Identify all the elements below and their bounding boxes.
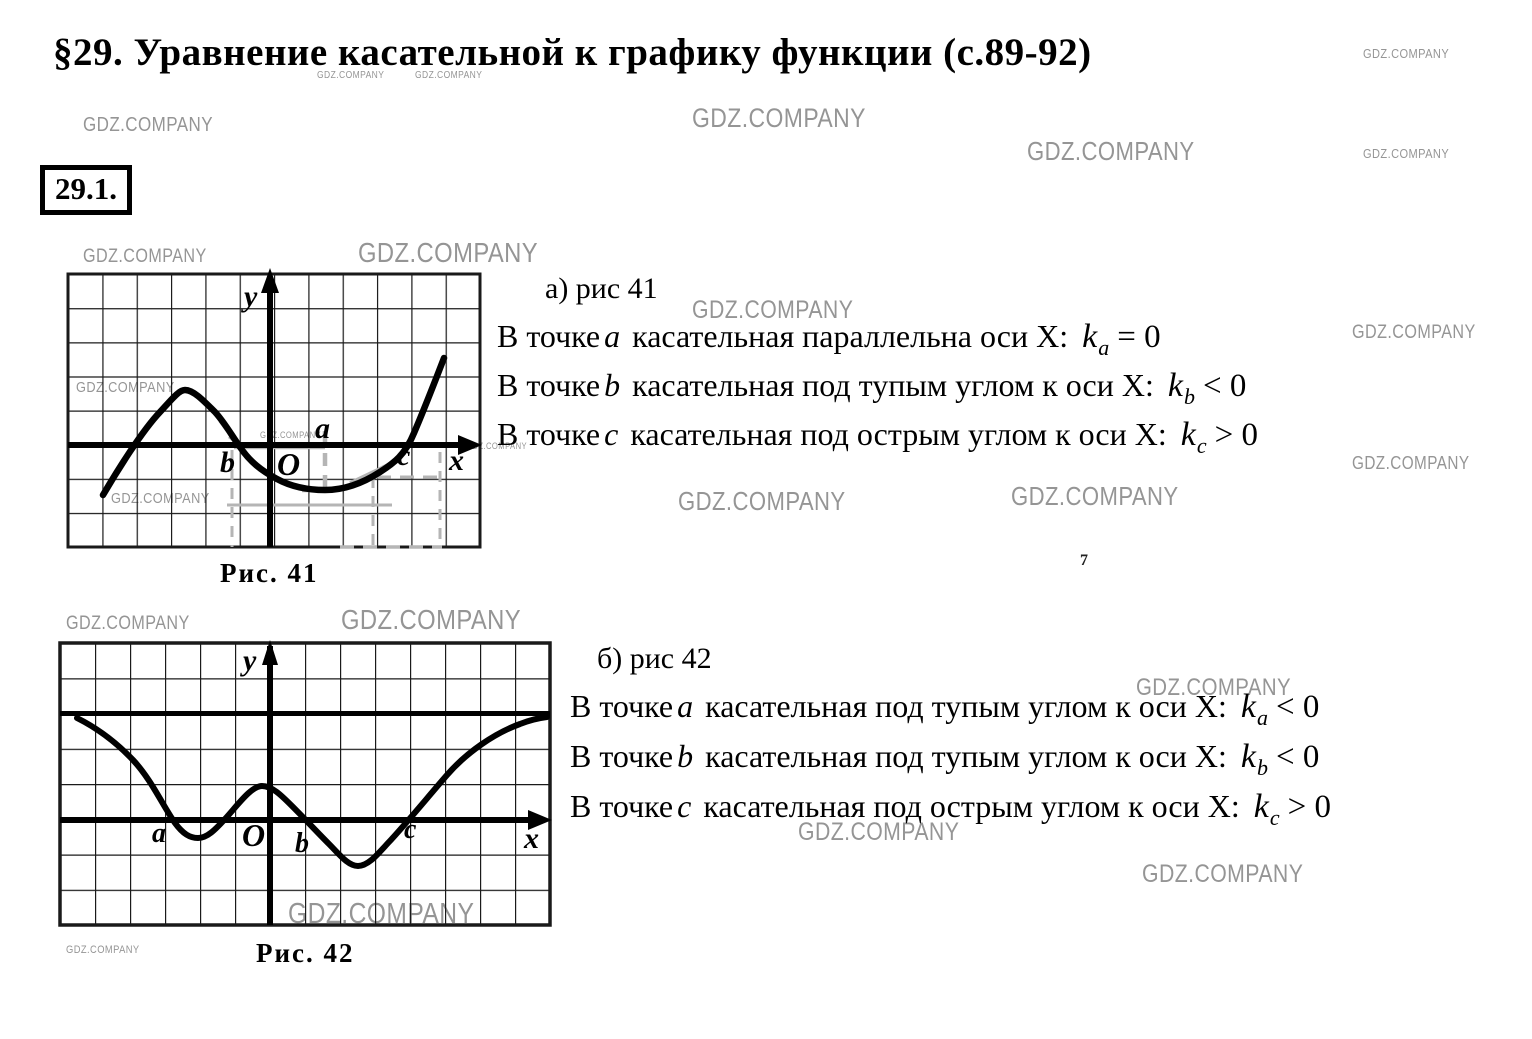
- watermark-text: GDZ.COMPANY: [1363, 46, 1450, 61]
- stray-print-mark: 7: [1080, 552, 1088, 569]
- line-text: В точке: [497, 367, 601, 403]
- watermark-text: GDZ.COMPANY: [1136, 674, 1292, 701]
- line-text: касательная под острым углом к оси X:: [630, 416, 1167, 452]
- y-axis-arrow-icon: [262, 640, 278, 665]
- watermark-text: GDZ.COMPANY: [692, 103, 866, 133]
- figure-42-caption: Рис. 42: [256, 938, 355, 968]
- watermark-text: GDZ.COMPANY: [798, 818, 960, 846]
- x-axis-arrow-icon: [458, 435, 482, 455]
- slope-formula: kb < 0: [1167, 367, 1247, 409]
- watermark-text: GDZ.COMPANY: [341, 604, 522, 635]
- figure-41-graph: y x O a b c: [66, 268, 482, 549]
- grid-42: [58, 641, 552, 927]
- line-text: В точке: [497, 416, 601, 452]
- line-text: касательная под тупым углом к оси X:: [632, 367, 1154, 403]
- point-label-b: b: [295, 828, 309, 859]
- slope-formula: ka < 0: [1240, 688, 1320, 730]
- line-text: касательная под острым углом к оси X:: [703, 788, 1240, 824]
- point-label-c: c: [397, 439, 410, 472]
- solution-line: В точке c касательная под острым углом к …: [570, 788, 1331, 831]
- point-label-b: b: [220, 446, 235, 479]
- watermark-text: GDZ.COMPANY: [83, 246, 207, 267]
- watermark-text: GDZ.COMPANY: [415, 70, 483, 81]
- point-letter: c: [604, 416, 619, 452]
- slope-formula: kc > 0: [1180, 416, 1258, 458]
- watermark-text: GDZ.COMPANY: [1352, 453, 1470, 473]
- y-axis-arrow-icon: [261, 268, 279, 293]
- axis-label-y: y: [240, 644, 257, 677]
- slope-formula: kc > 0: [1253, 788, 1331, 830]
- line-text: В точке: [570, 738, 674, 774]
- line-text: В точке: [570, 688, 674, 724]
- watermark-text: GDZ.COMPANY: [1027, 136, 1195, 166]
- point-label-c: c: [404, 814, 417, 845]
- figure-41-caption: Рис. 41: [220, 558, 319, 588]
- solution-a-heading: а) рис 41: [545, 272, 658, 305]
- watermark-text: GDZ.COMPANY: [1011, 481, 1179, 511]
- point-letter: a: [677, 688, 694, 724]
- point-letter: c: [677, 788, 692, 824]
- line-text: В точке: [497, 318, 601, 354]
- figure-42-graph: y x O a b c: [58, 640, 552, 927]
- axis-label-y: y: [241, 280, 258, 313]
- axis-label-x: x: [448, 444, 464, 477]
- problem-number-badge: 29.1.: [40, 165, 132, 215]
- solution-line: В точке b касательная под тупым углом к о…: [570, 738, 1319, 781]
- function-curve-41: [99, 354, 448, 499]
- point-letter: a: [604, 318, 621, 354]
- point-letter: b: [677, 738, 694, 774]
- solution-line: В точке a касательная параллельна оси X: …: [497, 318, 1161, 361]
- watermark-text: GDZ.COMPANY: [1352, 322, 1476, 343]
- origin-label: O: [277, 446, 300, 482]
- slope-formula: kb < 0: [1240, 738, 1320, 780]
- watermark-text: GDZ.COMPANY: [1142, 860, 1304, 888]
- function-curve-42: [74, 714, 550, 870]
- line-text: В точке: [570, 788, 674, 824]
- grid-41: [66, 272, 482, 549]
- watermark-text: GDZ.COMPANY: [466, 441, 528, 451]
- axis-label-x: x: [523, 822, 539, 855]
- line-text: касательная под тупым углом к оси X:: [705, 738, 1227, 774]
- page-title: §29. Уравнение касательной к графику фун…: [53, 31, 1092, 74]
- watermark-text: GDZ.COMPANY: [678, 486, 846, 516]
- slope-formula: ka = 0: [1082, 318, 1161, 360]
- x-axis-arrow-icon: [528, 810, 552, 830]
- point-label-a: a: [315, 412, 330, 445]
- point-letter: b: [604, 367, 621, 403]
- line-text: касательная параллельна оси X:: [632, 318, 1069, 354]
- solution-line: В точке a касательная под тупым углом к о…: [570, 688, 1319, 731]
- watermark-text: GDZ.COMPANY: [1363, 146, 1450, 161]
- point-label-a: a: [152, 818, 166, 849]
- solution-b-heading: б) рис 42: [597, 642, 712, 675]
- solution-line: В точке c касательная под острым углом к …: [497, 416, 1258, 459]
- watermark-text: GDZ.COMPANY: [317, 70, 385, 81]
- line-text: касательная под тупым углом к оси X:: [705, 688, 1227, 724]
- solution-line: В точке b касательная под тупым углом к о…: [497, 367, 1246, 410]
- watermark-text: GDZ.COMPANY: [83, 114, 213, 136]
- watermark-text: GDZ.COMPANY: [692, 296, 854, 324]
- watermark-text: GDZ.COMPANY: [66, 944, 140, 956]
- watermark-text: GDZ.COMPANY: [66, 613, 190, 634]
- origin-label: O: [242, 817, 265, 853]
- watermark-text: GDZ.COMPANY: [358, 237, 539, 268]
